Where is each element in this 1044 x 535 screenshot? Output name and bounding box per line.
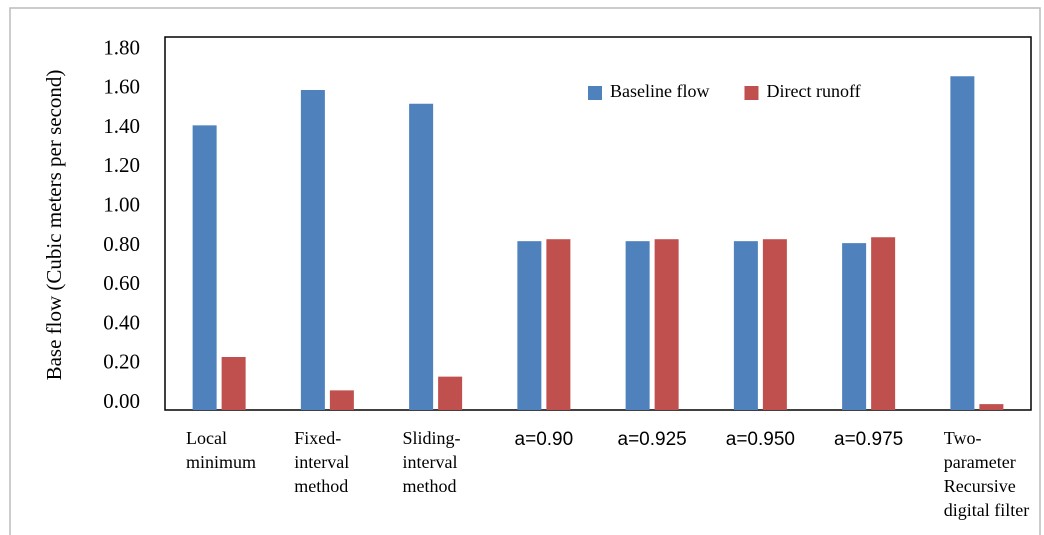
y-tick-label: 1.80 xyxy=(103,35,140,59)
x-tick-label: a=0.950 xyxy=(726,429,795,450)
bar xyxy=(329,390,354,410)
bar xyxy=(979,404,1004,410)
y-tick-label: 1.00 xyxy=(103,192,140,216)
y-tick-label: 0.00 xyxy=(103,389,140,413)
legend-label: Direct runoff xyxy=(766,81,860,101)
y-tick-label: 1.20 xyxy=(103,153,140,177)
x-tick-label-line: digital filter xyxy=(944,500,1029,520)
bar xyxy=(517,241,542,410)
x-tick-label: Two-parameter Recursive digital filter xyxy=(944,428,1029,520)
bar xyxy=(950,76,975,411)
y-tick-label: 0.20 xyxy=(103,350,140,374)
x-tick-label-line: interval xyxy=(294,452,349,472)
x-tick-label: a=0.925 xyxy=(618,429,687,450)
x-tick-label: Local minimum xyxy=(186,428,256,472)
x-tick-label-line: method xyxy=(294,476,348,496)
legend-swatch xyxy=(588,86,602,100)
bar xyxy=(221,356,246,410)
bar xyxy=(438,376,463,410)
plot-area xyxy=(164,36,1032,411)
bar xyxy=(762,239,787,410)
x-tick-label-line: Recursive xyxy=(944,476,1016,496)
x-tick-label-line: minimum xyxy=(186,452,256,472)
x-tick-label-line: Two- xyxy=(944,428,982,448)
x-tick-label-line: a=0.925 xyxy=(618,429,687,450)
bar xyxy=(546,239,571,410)
x-tick-label-line: method xyxy=(403,476,457,496)
x-tick-label-line: interval xyxy=(403,452,458,472)
x-tick-label-line: a=0.90 xyxy=(515,429,574,450)
legend-label: Baseline flow xyxy=(610,81,709,101)
x-tick-label: a=0.975 xyxy=(834,429,903,450)
bar xyxy=(192,125,217,410)
bar xyxy=(654,239,679,410)
frame xyxy=(9,7,1041,535)
bar xyxy=(871,237,896,410)
bar xyxy=(625,241,650,410)
x-tick-label: Fixed-interval method xyxy=(294,428,349,496)
bar xyxy=(733,241,758,410)
x-tick-label: Sliding-interval method xyxy=(403,428,461,496)
x-tick-label-line: a=0.950 xyxy=(726,429,795,450)
y-tick-label: 1.40 xyxy=(103,114,140,138)
y-axis-title: Base flow (Cubic meters per second) xyxy=(42,70,66,381)
bar xyxy=(300,90,325,411)
x-tick-label-line: Sliding- xyxy=(403,428,461,448)
y-tick-label: 0.60 xyxy=(103,271,140,295)
bar xyxy=(842,243,867,410)
x-tick-label-line: parameter xyxy=(944,452,1016,472)
x-tick-label-line: a=0.975 xyxy=(834,429,903,450)
bar xyxy=(409,103,434,410)
x-tick-label-line: Fixed- xyxy=(294,428,341,448)
x-tick-label-line: Local xyxy=(186,428,227,448)
y-tick-label: 0.80 xyxy=(103,232,140,256)
legend-swatch xyxy=(744,86,759,100)
y-tick-label: 1.60 xyxy=(103,75,140,99)
y-tick-label: 0.40 xyxy=(103,310,140,334)
x-tick-label: a=0.90 xyxy=(515,429,574,450)
